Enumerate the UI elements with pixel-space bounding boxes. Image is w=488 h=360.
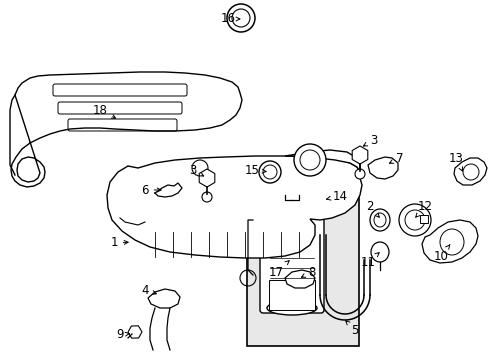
Text: 11: 11 [360, 253, 378, 269]
FancyBboxPatch shape [260, 207, 324, 313]
Circle shape [202, 192, 212, 202]
Text: 5: 5 [345, 321, 358, 337]
Circle shape [354, 169, 364, 179]
Text: 1: 1 [110, 237, 128, 249]
Circle shape [259, 161, 281, 183]
Text: 7: 7 [388, 152, 403, 165]
Text: 14: 14 [326, 189, 347, 202]
Ellipse shape [266, 301, 316, 315]
Text: 3: 3 [189, 163, 203, 176]
Text: 4: 4 [141, 284, 156, 297]
Circle shape [192, 160, 207, 176]
Text: 18: 18 [92, 104, 115, 118]
Ellipse shape [266, 204, 316, 222]
Polygon shape [421, 220, 477, 263]
Ellipse shape [370, 242, 388, 262]
Polygon shape [107, 156, 361, 258]
Bar [268, 280, 314, 310]
Polygon shape [285, 150, 359, 172]
Text: 9: 9 [116, 328, 129, 342]
Ellipse shape [439, 229, 463, 255]
Polygon shape [155, 183, 182, 197]
Circle shape [226, 4, 254, 32]
Ellipse shape [462, 164, 478, 180]
Polygon shape [367, 157, 397, 179]
Text: 16: 16 [220, 13, 240, 26]
Text: 15: 15 [244, 163, 265, 176]
Bar [246, 193, 359, 346]
Text: 8: 8 [301, 266, 315, 279]
Text: 13: 13 [447, 152, 463, 171]
Polygon shape [285, 270, 314, 288]
Ellipse shape [373, 213, 385, 227]
Polygon shape [453, 158, 486, 185]
Circle shape [398, 204, 430, 236]
Ellipse shape [369, 209, 389, 231]
Circle shape [299, 150, 319, 170]
Circle shape [293, 144, 325, 176]
Polygon shape [148, 289, 180, 308]
Circle shape [263, 165, 276, 179]
Circle shape [404, 210, 424, 230]
Text: 10: 10 [433, 244, 449, 262]
Text: 17: 17 [268, 261, 288, 279]
Bar [419, 215, 427, 223]
Text: 12: 12 [415, 201, 431, 217]
Text: 3: 3 [363, 134, 377, 147]
Circle shape [231, 9, 249, 27]
Text: 2: 2 [366, 201, 379, 217]
Text: 6: 6 [141, 184, 161, 197]
